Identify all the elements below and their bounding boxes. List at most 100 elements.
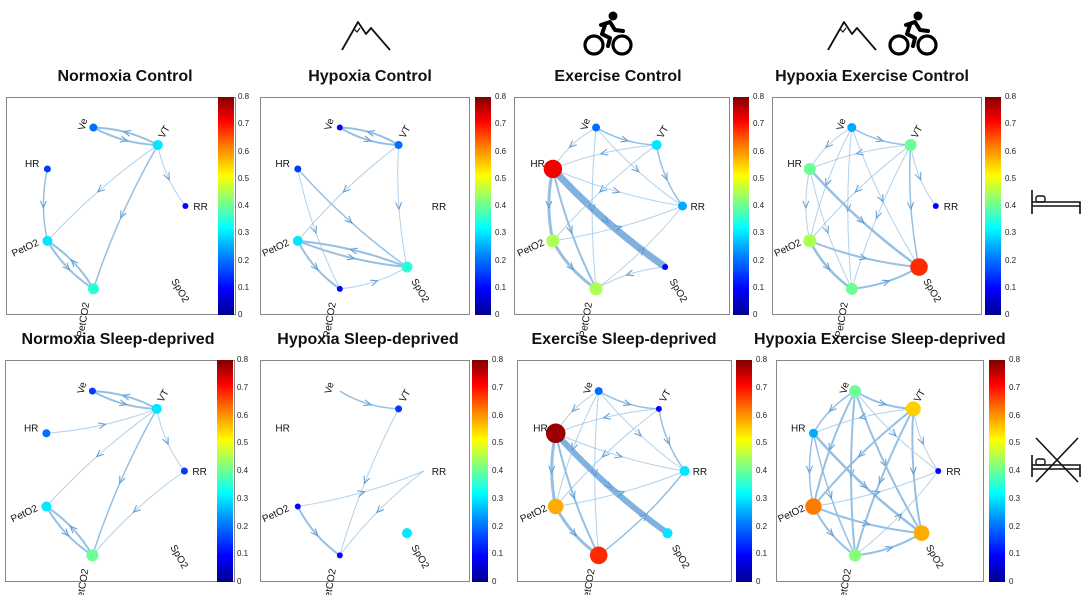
node-Ve — [88, 387, 96, 395]
edge-arrow — [363, 399, 373, 407]
node-SpO2 — [401, 261, 413, 273]
edge-VT-HR — [555, 408, 659, 434]
colorbar-tick: 0 — [238, 310, 243, 319]
colorbar: 0 0.1 0.2 0.3 0.4 0.5 0.6 0.7 0.8 — [472, 356, 506, 586]
node-label-Ve: Ve — [838, 381, 852, 396]
node-PetCO2 — [87, 283, 99, 295]
edge-arrow — [122, 130, 132, 137]
edge-arrow — [614, 451, 624, 459]
plot-frame — [260, 360, 470, 582]
edge-PetCO2-RR — [598, 470, 686, 556]
colorbar-tick: 0.7 — [238, 119, 250, 129]
edge-arrow — [599, 148, 609, 156]
edge-PetO2-RR — [813, 470, 939, 508]
edge-arrow — [805, 465, 813, 475]
edge-arrow — [163, 172, 170, 182]
node-VT — [152, 139, 163, 150]
colorbar-tick: 0.5 — [238, 173, 250, 183]
edge-HR-PetO2 — [805, 168, 811, 241]
node-SpO2 — [662, 528, 673, 539]
node-label-Ve: Ve — [323, 381, 337, 396]
edge-arrow — [884, 545, 894, 553]
node-label-HR: HR — [24, 423, 38, 434]
edge-arrow — [614, 224, 623, 232]
edge-arrow — [611, 186, 621, 194]
node-PetO2 — [803, 234, 817, 248]
colorbar-tick: 0.2 — [237, 521, 249, 531]
node-label-RR: RR — [690, 202, 704, 213]
edge-Ve-VT — [339, 126, 399, 146]
edge-arrow — [366, 130, 376, 137]
colorbar-tick: 0.8 — [753, 92, 765, 101]
edge-arrow — [601, 449, 610, 458]
edge-arrow — [858, 412, 868, 420]
colorbar-tick: 0.7 — [495, 119, 507, 129]
edge-arrow — [566, 225, 573, 235]
node-PetO2 — [41, 501, 52, 512]
node-PetO2 — [294, 503, 301, 510]
node-Ve — [592, 123, 601, 132]
edge-arrow — [395, 201, 402, 211]
edge-VT-PetO2 — [809, 144, 911, 242]
colorbar-tick: 0.6 — [495, 146, 507, 156]
edge-VT-SpO2 — [911, 408, 923, 534]
edge-SpO2-PetO2 — [297, 239, 408, 268]
cyclist-icon — [888, 11, 938, 56]
colorbar-tick: 0.5 — [1009, 438, 1021, 448]
edge-HR-SpO2 — [812, 432, 923, 535]
colorbar-gradient — [985, 97, 1001, 315]
colorbar: 0 0.1 0.2 0.3 0.4 0.5 0.6 0.7 0.8 — [217, 356, 251, 586]
edge-PetO2-SpO2 — [809, 239, 920, 269]
edge-arrow — [591, 469, 599, 478]
colorbar-tick: 0.2 — [1009, 521, 1021, 531]
colorbar: 0 0.1 0.2 0.3 0.4 0.5 0.6 0.7 0.8 — [218, 93, 252, 319]
colorbar-gradient — [472, 360, 488, 582]
node-label-RR: RR — [693, 467, 707, 478]
edge-arrow — [909, 466, 917, 476]
plot-frame — [776, 360, 984, 582]
colorbar-tick: 0.1 — [1009, 549, 1021, 559]
node-label-Ve: Ve — [835, 117, 849, 132]
colorbar-tick: 0.8 — [1009, 355, 1021, 364]
node-label-HR: HR — [787, 159, 801, 170]
edge-arrow — [825, 490, 833, 500]
edge-arrow — [119, 475, 126, 485]
edge-arrow — [631, 164, 640, 173]
edge-HR-RR — [552, 168, 683, 207]
edge-VT-RR — [910, 144, 937, 207]
colorbar-tick: 0.3 — [753, 228, 765, 238]
edge-arrow — [661, 172, 668, 181]
node-HR — [543, 159, 563, 179]
edge-arrow — [914, 172, 922, 181]
edge-Ve-RR — [595, 127, 683, 207]
node-label-Ve: Ve — [76, 381, 90, 396]
node-PetCO2 — [336, 285, 343, 292]
edge-PetO2-PetCO2 — [46, 240, 94, 290]
edge-arrow — [375, 505, 385, 514]
colorbar-tick: 0.4 — [492, 466, 504, 475]
edge-VT-PetO2 — [552, 144, 657, 242]
edge-Ve-PetO2 — [812, 390, 856, 507]
edge-arrow — [802, 200, 810, 210]
node-SpO2 — [913, 525, 930, 541]
edge-Ve-VT — [598, 390, 659, 410]
node-Ve — [594, 387, 603, 396]
node-label-HR: HR — [275, 423, 289, 434]
edge-arrow — [633, 428, 643, 437]
edge-arrow — [568, 490, 576, 500]
node-VT — [655, 405, 662, 412]
edge-arrow — [824, 140, 834, 149]
node-label-Ve: Ve — [323, 117, 337, 132]
edge-PetCO2-RR — [595, 205, 683, 290]
edge-RR-PetCO2 — [92, 470, 185, 556]
edge-arrow — [828, 404, 837, 413]
edge-arrow — [357, 490, 366, 497]
colorbar-tick: 0.4 — [237, 466, 249, 475]
edge-arrow — [363, 475, 371, 485]
node-HR — [42, 429, 51, 438]
colorbar-tick: 0.6 — [238, 146, 250, 156]
colorbar-tick: 0.2 — [495, 255, 507, 265]
node-PetCO2 — [336, 552, 343, 559]
colorbar-tick: 0.6 — [237, 410, 249, 420]
